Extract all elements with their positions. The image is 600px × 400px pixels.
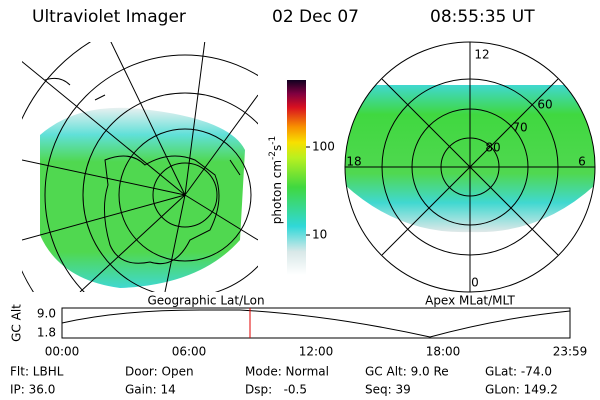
- footer-field: Mode: Normal: [245, 365, 329, 379]
- geo-caption: Geographic Lat/Lon: [147, 294, 264, 308]
- mlat-label: 70: [512, 121, 527, 135]
- footer-field: Dsp: -0.5: [245, 383, 307, 397]
- polar-caption: Apex MLat/MLT: [425, 294, 515, 308]
- colorbar-label: 10: [312, 228, 327, 242]
- time-label: 12:00: [299, 345, 334, 359]
- title: Ultraviolet Imager: [32, 7, 186, 27]
- mlt-label: 0: [471, 276, 479, 290]
- mlat-label: 60: [537, 98, 552, 112]
- geo-map: [22, 42, 258, 292]
- colorbar: [287, 80, 306, 275]
- footer-field: GLon: 149.2: [485, 383, 558, 397]
- polar-grid: [344, 41, 596, 293]
- mlat-label: 80: [485, 141, 500, 155]
- time-label: 18:00: [426, 345, 461, 359]
- footer-field: GLat: -74.0: [485, 365, 552, 379]
- footer-field: IP: 36.0: [10, 383, 55, 397]
- footer-field: Door: Open: [125, 365, 194, 379]
- colorbar-label: 100: [312, 140, 335, 154]
- timeline-y-label: 1.8: [37, 326, 56, 340]
- footer-field: Seq: 39: [365, 383, 411, 397]
- footer-field: Gain: 14: [125, 383, 176, 397]
- colorbar-unit: photon cm-2s-1: [268, 136, 284, 225]
- mlt-label: 6: [578, 155, 586, 169]
- footer-field: Flt: LBHL: [10, 365, 64, 379]
- footer: Flt: LBHL Door: Open Mode: Normal GC Alt: 9…: [10, 365, 558, 397]
- footer-field: GC Alt: 9.0 Re: [365, 365, 449, 379]
- time-label: 00:00: [45, 345, 80, 359]
- timeline-y-label: 9.0: [37, 307, 56, 321]
- time-label: 23:59: [553, 345, 588, 359]
- timeline-axis-label: GC Alt: [10, 304, 24, 342]
- date: 02 Dec 07: [272, 7, 359, 27]
- timeline-ticks: 00:00 06:00 12:00 18:00 23:59: [45, 345, 588, 359]
- orbit-curve: [61, 309, 571, 338]
- time: 08:55:35 UT: [430, 7, 535, 27]
- mlt-label: 12: [474, 48, 489, 62]
- time-label: 06:00: [172, 345, 207, 359]
- mlt-label: 18: [346, 155, 361, 169]
